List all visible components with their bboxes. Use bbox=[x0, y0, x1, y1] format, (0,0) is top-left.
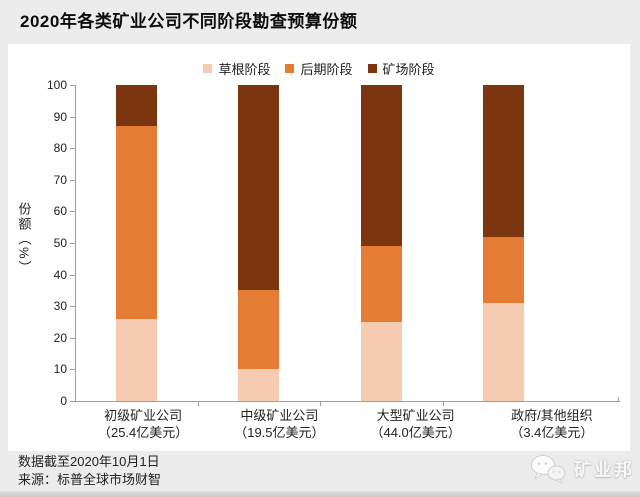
legend-label: 草根阶段 bbox=[218, 62, 271, 77]
y-tick-label: 70 bbox=[53, 172, 67, 187]
y-tick bbox=[70, 369, 75, 371]
legend-item-2: 矿场阶段 bbox=[367, 59, 435, 78]
x-category-budget: （19.5亿美元） bbox=[234, 425, 325, 440]
bar-segment-草根阶段 bbox=[360, 322, 402, 401]
y-tick bbox=[70, 243, 75, 244]
x-category-label: 初级矿业公司 （25.4亿美元） bbox=[75, 407, 211, 441]
y-tick bbox=[70, 274, 75, 276]
bar-segment-草根阶段 bbox=[115, 318, 157, 401]
x-category-budget: （44.0亿美元） bbox=[370, 425, 461, 440]
bar-segment-后期阶段 bbox=[115, 126, 157, 319]
legend-item-0: 草根阶段 bbox=[203, 59, 270, 78]
x-tick bbox=[320, 402, 321, 406]
page-bottom-edge bbox=[0, 491, 640, 497]
chart-legend: 草根阶段 后期阶段 矿场阶段 bbox=[8, 59, 630, 78]
bar-segment-后期阶段 bbox=[483, 236, 525, 304]
x-category-budget: （3.4亿美元） bbox=[510, 425, 594, 440]
x-category-name: 中级矿业公司 bbox=[240, 408, 319, 423]
y-axis-title: 份额（%） bbox=[16, 202, 32, 276]
legend-label: 矿场阶段 bbox=[382, 62, 435, 77]
x-category-label: 大型矿业公司 （44.0亿美元） bbox=[348, 407, 484, 441]
bar-segment-草根阶段 bbox=[238, 369, 280, 401]
x-axis-line bbox=[75, 401, 620, 402]
bar-segment-后期阶段 bbox=[238, 290, 280, 370]
brand-name: 矿业邦 bbox=[574, 460, 634, 480]
x-category-label: 中级矿业公司 （19.5亿美元） bbox=[211, 407, 347, 441]
legend-swatch bbox=[367, 64, 377, 73]
y-tick bbox=[70, 148, 75, 150]
x-tick bbox=[442, 402, 444, 406]
y-tick-label: 50 bbox=[53, 236, 67, 250]
x-category-name: 政府/其他组织 bbox=[511, 408, 593, 423]
chat-bubbles-icon bbox=[530, 454, 566, 484]
y-tick-label: 0 bbox=[60, 394, 67, 408]
bar-segment-矿场阶段 bbox=[238, 85, 280, 291]
y-tick-label: 60 bbox=[53, 204, 67, 219]
y-tick bbox=[70, 116, 75, 118]
bar-segment-矿场阶段 bbox=[483, 85, 525, 237]
legend-label: 后期阶段 bbox=[300, 62, 353, 77]
y-axis-line bbox=[75, 85, 76, 402]
y-tick bbox=[70, 85, 75, 86]
legend-item-1: 后期阶段 bbox=[285, 59, 353, 78]
x-tick bbox=[197, 402, 199, 406]
x-category-label: 政府/其他组织 （3.4亿美元） bbox=[484, 407, 620, 441]
x-axis-end-tick bbox=[618, 397, 619, 401]
y-tick-label: 10 bbox=[53, 362, 67, 377]
bar-segment-后期阶段 bbox=[360, 246, 402, 322]
legend-swatch bbox=[285, 64, 295, 73]
y-tick bbox=[70, 211, 75, 213]
chart-panel: 草根阶段 后期阶段 矿场阶段 份额（%） 0 10 20 30 40 50 60 70 80 90 10… bbox=[8, 44, 630, 451]
data-cutoff-note: 数据截至2020年10月1日 bbox=[18, 454, 160, 469]
bar-segment-草根阶段 bbox=[483, 303, 525, 401]
bar-segment-矿场阶段 bbox=[360, 85, 402, 247]
y-tick-label: 40 bbox=[53, 267, 67, 282]
y-tick bbox=[70, 179, 75, 181]
y-tick-label: 90 bbox=[53, 109, 67, 124]
y-tick-label: 30 bbox=[53, 299, 67, 314]
bar-segment-矿场阶段 bbox=[115, 85, 157, 127]
y-tick bbox=[70, 401, 75, 402]
legend-swatch bbox=[203, 64, 213, 73]
brand-watermark: 矿业邦 bbox=[530, 454, 634, 484]
y-tick-label: 20 bbox=[53, 330, 67, 345]
y-tick-label: 80 bbox=[53, 141, 67, 156]
source-note: 来源：标普全球市场财智 bbox=[18, 472, 162, 487]
y-tick bbox=[70, 306, 75, 308]
x-category-name: 大型矿业公司 bbox=[376, 408, 455, 423]
x-category-name: 初级矿业公司 bbox=[104, 408, 183, 423]
y-tick-label: 100 bbox=[46, 78, 67, 92]
y-tick bbox=[70, 337, 75, 339]
x-category-budget: （25.4亿美元） bbox=[97, 425, 189, 440]
page-title: 2020年各类矿业公司不同阶段勘查预算份额 bbox=[20, 12, 358, 31]
